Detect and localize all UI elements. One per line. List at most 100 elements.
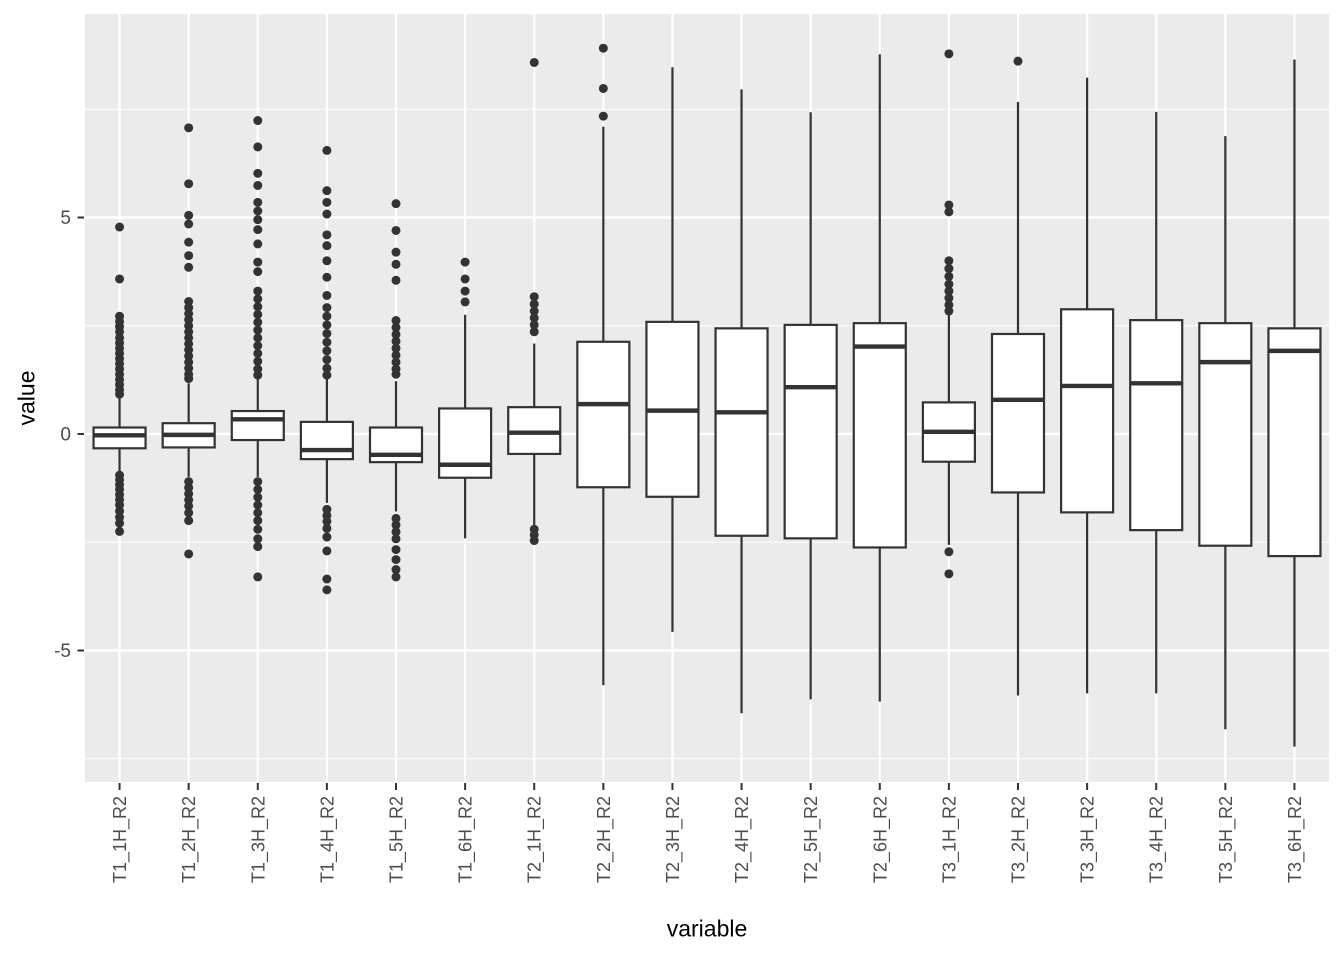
outlier-point (322, 230, 332, 240)
outlier-point (944, 279, 954, 289)
outlier-point (322, 256, 332, 266)
y-tick-label: -5 (54, 641, 71, 662)
outlier-point (184, 237, 194, 247)
outlier-point (253, 542, 263, 552)
outlier-point (322, 303, 332, 313)
x-tick-label: T2_4H_R2 (732, 796, 753, 883)
outlier-point (253, 267, 263, 277)
boxplot-T3_3H_R2 (1060, 77, 1115, 694)
outlier-point (944, 200, 954, 210)
iqr-box (990, 332, 1046, 494)
outlier-point (322, 241, 332, 251)
outlier-point (391, 513, 401, 523)
outlier-point (115, 222, 125, 232)
outlier-point (184, 549, 194, 559)
iqr-box (230, 409, 285, 442)
boxplot-T3_1H_R2 (921, 49, 976, 579)
outlier-point (253, 341, 263, 351)
outlier-point (391, 316, 401, 326)
boxplot-T1_6H_R2 (438, 257, 493, 539)
outlier-point (391, 322, 401, 332)
x-tick-label: T1_2H_R2 (179, 796, 200, 883)
boxplot-T3_6H_R2 (1267, 59, 1322, 747)
outlier-point (184, 179, 194, 189)
boxplot-T2_6H_R2 (852, 54, 907, 702)
outlier-point (529, 292, 539, 302)
outlier-point (253, 500, 263, 510)
outlier-point (460, 274, 470, 284)
outlier-point (253, 356, 263, 366)
boxplot-T2_3H_R2 (645, 67, 700, 632)
outlier-point (322, 197, 332, 207)
x-tick-label: T3_2H_R2 (1009, 796, 1030, 883)
outlier-point (322, 574, 332, 584)
x-tick-label: T3_1H_R2 (939, 796, 960, 883)
outlier-point (115, 526, 125, 536)
outlier-point (391, 199, 401, 209)
outlier-point (253, 534, 263, 544)
outlier-point (322, 523, 332, 533)
outlier-point (944, 264, 954, 274)
x-tick-label: T3_5H_R2 (1216, 796, 1237, 883)
outlier-point (115, 389, 125, 399)
boxplot-T2_1H_R2 (507, 57, 562, 546)
outlier-point (253, 484, 263, 494)
boxplot-T2_2H_R2 (576, 43, 631, 686)
outlier-point (391, 329, 401, 339)
outlier-point (598, 83, 608, 93)
outlier-point (944, 569, 954, 579)
boxplot-T1_2H_R2 (161, 123, 216, 559)
boxplot-T3_2H_R2 (990, 56, 1046, 696)
outlier-point (253, 348, 263, 358)
outlier-point (253, 197, 263, 207)
outlier-point (391, 545, 401, 555)
outlier-point (253, 508, 263, 518)
outlier-point (184, 219, 194, 229)
outlier-point (1013, 56, 1023, 66)
outlier-point (529, 299, 539, 309)
iqr-box (852, 322, 907, 549)
plot-panel (85, 14, 1329, 782)
outlier-point (529, 536, 539, 546)
outlier-point (391, 247, 401, 257)
outlier-point (253, 116, 263, 126)
outlier-point (391, 555, 401, 565)
outlier-point (529, 327, 539, 337)
outlier-point (322, 209, 332, 219)
outlier-point (322, 585, 332, 595)
outlier-point (460, 257, 470, 267)
outlier-point (322, 532, 332, 542)
outlier-point (253, 572, 263, 582)
outlier-point (253, 333, 263, 343)
outlier-point (391, 336, 401, 346)
outlier-point (391, 527, 401, 537)
outlier-point (529, 313, 539, 323)
outlier-point (944, 306, 954, 316)
outlier-point (184, 210, 194, 220)
outlier-point (253, 492, 263, 502)
outlier-point (391, 520, 401, 530)
outlier-point (391, 369, 401, 379)
boxplot-T2_5H_R2 (783, 112, 838, 700)
outlier-point (322, 145, 332, 155)
outlier-point (322, 355, 332, 365)
outlier-point (253, 239, 263, 249)
x-tick-label: T3_3H_R2 (1078, 796, 1099, 883)
outlier-point (391, 225, 401, 235)
outlier-point (253, 309, 263, 319)
outlier-point (184, 501, 194, 511)
x-tick-label: T1_1H_R2 (110, 796, 131, 883)
outlier-point (253, 524, 263, 534)
y-tick-label: 5 (60, 208, 71, 229)
outlier-point (115, 274, 125, 284)
outlier-point (391, 534, 401, 544)
outlier-point (253, 215, 263, 225)
outlier-point (460, 297, 470, 307)
outlier-point (253, 257, 263, 267)
outlier-point (253, 294, 263, 304)
outlier-point (944, 207, 954, 217)
y-axis-title: value (13, 370, 40, 426)
boxplot-T1_4H_R2 (299, 145, 354, 595)
outlier-point (391, 350, 401, 360)
outlier-point (253, 286, 263, 296)
